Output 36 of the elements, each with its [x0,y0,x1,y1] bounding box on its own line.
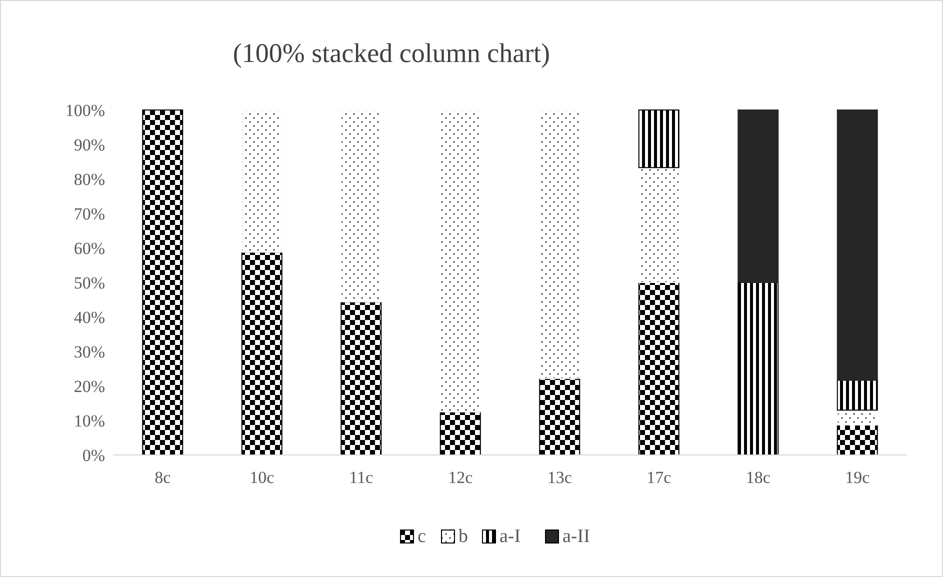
chart-title: (100% stacked column chart) [232,38,550,68]
y-tick-label: 100% [65,100,105,120]
legend-label: c [418,526,426,547]
y-tick-label: 70% [74,204,105,224]
y-tick-label: 60% [74,238,105,258]
x-tick-label: 8c [154,468,172,487]
x-tick-label: 11c [349,468,374,487]
y-tick-label: 40% [74,308,105,327]
legend-label: a-I [500,526,521,547]
bar [638,110,680,168]
x-tick-label: 13c [547,468,572,487]
y-tick-label: 20% [74,376,105,396]
x-tick-label: 18c [746,468,771,487]
bar [836,110,878,381]
x-tick-label: 19c [845,468,870,487]
x-tick-label: 12c [448,468,474,487]
y-tick-label: 50% [74,273,105,292]
x-tick-label: 10c [250,468,275,487]
bar [539,378,580,456]
legend-label: b [458,526,468,547]
bar [738,110,779,283]
bar [142,110,184,456]
y-tick-label: 90% [74,135,105,154]
bar [440,411,481,456]
y-tick-label: 80% [74,170,105,189]
y-tick-label: 0% [82,446,105,465]
bar [241,252,282,456]
x-tick-label: 17c [646,468,672,487]
y-tick-label: 10% [74,411,105,430]
bar [738,282,779,456]
bar [836,380,878,411]
y-tick-label: 30% [74,342,105,362]
legend-label: a-II [562,526,590,547]
bar [638,282,680,456]
bar [836,424,878,456]
bar [340,301,382,456]
